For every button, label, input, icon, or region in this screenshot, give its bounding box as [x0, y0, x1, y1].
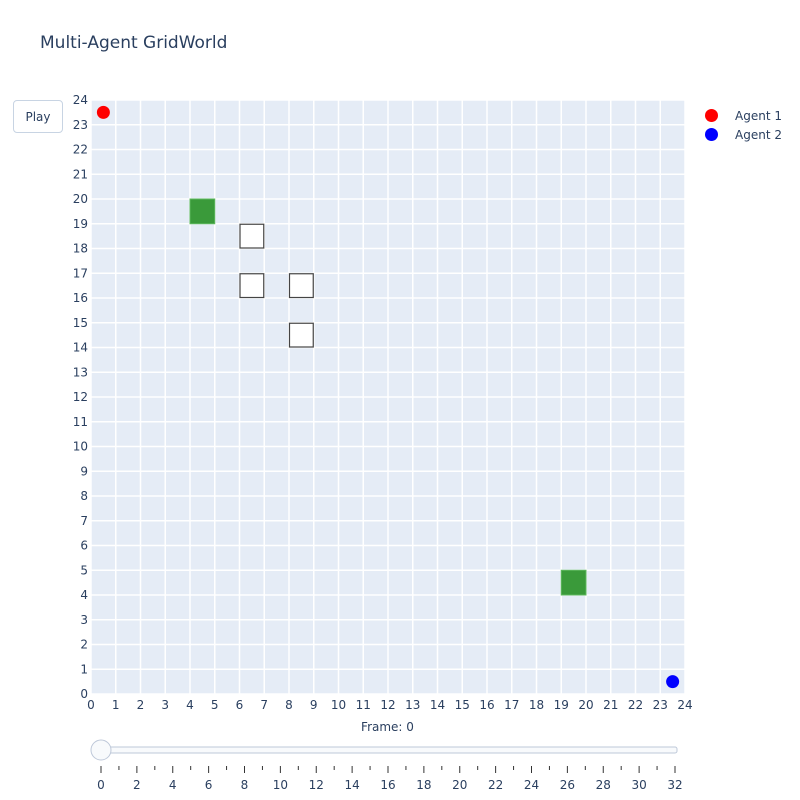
x-tick-label: 16: [479, 698, 494, 712]
x-tick-label: 13: [405, 698, 420, 712]
slider-tick-label: 10: [273, 778, 288, 792]
y-tick-label: 6: [80, 539, 88, 553]
x-tick-label: 3: [161, 698, 169, 712]
x-tick-label: 23: [653, 698, 668, 712]
legend-label-agent-2: Agent 2: [735, 127, 782, 142]
obstacle-cell: [288, 273, 314, 299]
x-tick-label: 18: [529, 698, 544, 712]
x-tick-label: 12: [380, 698, 395, 712]
y-tick-label: 12: [73, 390, 88, 404]
slider-tick-label: 8: [241, 778, 249, 792]
agent-1-marker-icon: [705, 109, 718, 122]
x-tick-label: 24: [677, 698, 692, 712]
y-tick-label: 4: [80, 588, 88, 602]
goal-cell: [189, 198, 216, 225]
slider-tick-label: 4: [169, 778, 177, 792]
y-tick-label: 11: [73, 415, 88, 429]
y-tick-label: 2: [80, 638, 88, 652]
x-tick-label: 2: [137, 698, 145, 712]
slider-tick-label: 6: [205, 778, 213, 792]
obstacle-cell: [288, 322, 314, 348]
obstacle-cell: [239, 223, 265, 249]
slider-tick-label: 0: [97, 778, 105, 792]
y-tick-label: 1: [80, 662, 88, 676]
legend-item-agent-2[interactable]: Agent 2: [705, 125, 782, 144]
x-tick-label: 8: [285, 698, 293, 712]
chart-title: Multi-Agent GridWorld: [40, 33, 228, 53]
y-tick-label: 23: [73, 118, 88, 132]
agent-2-point: [666, 675, 680, 689]
x-tick-label: 9: [310, 698, 318, 712]
slider-tick-label: 26: [560, 778, 575, 792]
x-tick-label: 19: [554, 698, 569, 712]
y-tick-label: 3: [80, 613, 88, 627]
x-tick-label: 0: [87, 698, 95, 712]
y-tick-label: 10: [73, 440, 88, 454]
y-tick-label: 18: [73, 242, 88, 256]
slider-handle[interactable]: [90, 739, 112, 761]
y-tick-label: 22: [73, 143, 88, 157]
x-tick-label: 20: [578, 698, 593, 712]
obstacle-cell: [239, 273, 265, 299]
agent-2-marker-icon: [705, 128, 718, 141]
x-tick-label: 15: [455, 698, 470, 712]
x-tick-label: 11: [356, 698, 371, 712]
slider-tick-label: 24: [524, 778, 539, 792]
slider-tick-label: 30: [631, 778, 646, 792]
frame-label: Frame: 0: [361, 720, 414, 734]
legend: Agent 1 Agent 2: [705, 106, 782, 144]
slider-tick-label: 18: [416, 778, 431, 792]
x-tick-label: 5: [211, 698, 219, 712]
x-tick-label: 7: [260, 698, 268, 712]
x-tick-label: 10: [331, 698, 346, 712]
slider-tick-label: 20: [452, 778, 467, 792]
slider-tick-label: 32: [667, 778, 682, 792]
x-tick-label: 22: [628, 698, 643, 712]
slider-tick-label: 16: [380, 778, 395, 792]
y-tick-label: 7: [80, 514, 88, 528]
goal-cell: [560, 569, 587, 596]
slider-tick-label: 12: [309, 778, 324, 792]
slider-tick-label: 22: [488, 778, 503, 792]
y-tick-label: 0: [80, 687, 88, 701]
y-tick-label: 5: [80, 563, 88, 577]
y-tick-label: 16: [73, 291, 88, 305]
y-tick-label: 20: [73, 192, 88, 206]
y-tick-label: 15: [73, 316, 88, 330]
slider-track[interactable]: [98, 746, 678, 754]
slider-tick-label: 14: [344, 778, 359, 792]
x-tick-label: 21: [603, 698, 618, 712]
y-tick-label: 14: [73, 341, 88, 355]
y-tick-label: 21: [73, 167, 88, 181]
y-tick-label: 24: [73, 93, 88, 107]
slider-tick-label: 2: [133, 778, 141, 792]
y-tick-label: 13: [73, 365, 88, 379]
x-tick-label: 4: [186, 698, 194, 712]
x-tick-label: 6: [236, 698, 244, 712]
y-tick-label: 9: [80, 464, 88, 478]
play-button[interactable]: Play: [13, 100, 63, 133]
y-tick-label: 17: [73, 266, 88, 280]
x-tick-label: 17: [504, 698, 519, 712]
agent-1-point: [96, 105, 110, 119]
gridworld-chart: 0 1 2 3 4 5 6 7 8 9 10 11 12 13 14 15 16 17 18 19 20 21 22 23 24…: [73, 93, 693, 712]
y-tick-label: 19: [73, 217, 88, 231]
slider-tick-label: 28: [596, 778, 611, 792]
legend-label-agent-1: Agent 1: [735, 108, 782, 123]
x-tick-label: 14: [430, 698, 445, 712]
legend-item-agent-1[interactable]: Agent 1: [705, 106, 782, 125]
y-tick-label: 8: [80, 489, 88, 503]
x-tick-label: 1: [112, 698, 120, 712]
